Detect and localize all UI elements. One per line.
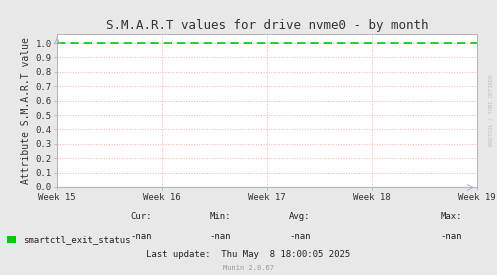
Text: RRDTOOL / TOBI OETIKER: RRDTOOL / TOBI OETIKER [489, 74, 494, 146]
Text: Munin 2.0.67: Munin 2.0.67 [223, 265, 274, 271]
Text: -nan: -nan [210, 232, 231, 241]
Text: -nan: -nan [289, 232, 311, 241]
Text: Max:: Max: [441, 212, 462, 221]
Text: Cur:: Cur: [130, 212, 152, 221]
Text: smartctl_exit_status: smartctl_exit_status [23, 235, 131, 244]
Text: -nan: -nan [441, 232, 462, 241]
Text: Min:: Min: [210, 212, 231, 221]
Text: Last update:  Thu May  8 18:00:05 2025: Last update: Thu May 8 18:00:05 2025 [147, 250, 350, 259]
Title: S.M.A.R.T values for drive nvme0 - by month: S.M.A.R.T values for drive nvme0 - by mo… [106, 19, 428, 32]
Text: -nan: -nan [130, 232, 152, 241]
Text: Avg:: Avg: [289, 212, 311, 221]
Y-axis label: Attribute S.M.A.R.T value: Attribute S.M.A.R.T value [21, 37, 31, 184]
